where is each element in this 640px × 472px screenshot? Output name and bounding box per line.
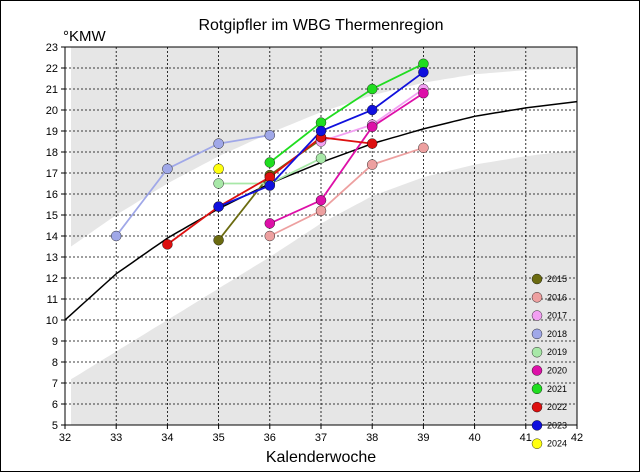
y-tick-label: 21 [46,84,58,96]
y-tick-label: 7 [52,378,58,390]
legend-marker-2020 [531,365,543,376]
optimum-band [65,68,577,383]
legend-marker-2019 [531,347,543,358]
y-tick-label: 9 [52,336,58,348]
legend-marker-2024 [531,438,543,449]
legend-label-2018: 2018 [547,329,567,339]
y-tick-label: 11 [47,294,58,306]
legend-label-2022: 2022 [547,402,567,412]
y-tick-label: 15 [46,210,58,222]
data-point-2023 [315,125,327,137]
series-line-2021 [269,62,424,164]
x-tick-label: 39 [417,432,429,444]
legend-label-2023: 2023 [547,420,567,430]
data-point-2015 [213,234,224,246]
data-point-2023 [418,66,429,78]
x-tick-label: 34 [161,432,173,444]
data-point-2018 [213,138,224,149]
x-tick-label: 41 [520,432,532,444]
data-point-2020 [367,121,378,133]
legend-marker-2015 [531,273,543,285]
data-point-2021 [264,157,275,168]
legend-marker-2017 [531,310,543,321]
data-point-2020 [315,195,327,206]
data-point-2018 [162,163,173,175]
data-point-2022 [367,138,378,149]
legend-label-2020: 2020 [547,366,567,376]
y-tick-label: 8 [52,357,58,369]
data-point-2016 [367,159,378,170]
data-point-2020 [264,218,275,229]
y-tick-label: 12 [46,273,58,285]
data-point-2016 [264,230,275,242]
legend-marker-2021 [531,383,543,394]
y-tick-label: 6 [52,399,58,411]
data-point-2021 [367,83,378,95]
y-tick-label: 19 [46,126,58,138]
data-point-2020 [418,87,429,99]
x-tick-label: 32 [59,432,71,444]
chart-title: Rotgipfler im WBG Thermenregion [198,17,443,34]
y-tick-label: 18 [46,147,58,159]
legend-label-2015: 2015 [547,274,567,284]
data-point-2018 [264,129,275,141]
data-point-2019 [315,153,327,164]
legend-label-2024: 2024 [547,439,567,449]
x-tick-label: 36 [264,432,276,444]
x-tick-label: 35 [212,432,224,444]
data-point-2024 [213,163,224,175]
y-tick-label: 16 [46,189,58,201]
x-tick-label: 37 [315,432,327,444]
x-tick-label: 38 [366,432,378,444]
x-tick-label: 42 [571,432,583,444]
plot-margin-strip [65,47,71,425]
y-tick-label: 10 [46,315,58,327]
data-point-2023 [213,201,224,212]
data-point-2018 [110,230,122,242]
y-axis-label: °KMW [63,28,106,45]
y-tick-label: 14 [46,231,58,243]
y-tick-label: 5 [52,420,58,432]
series-line-2016 [269,146,424,237]
data-point-2016 [315,205,327,217]
y-tick-label: 22 [46,63,58,75]
x-axis-label: Kalenderwoche [266,449,376,466]
y-tick-label: 20 [46,105,58,117]
legend-marker-2023 [531,420,543,431]
data-point-2016 [418,142,429,154]
y-tick-label: 17 [46,168,58,180]
data-point-2023 [367,104,378,116]
x-tick-label: 33 [110,432,122,444]
series-line-2020 [269,92,424,225]
y-tick-label: 13 [46,252,58,264]
data-point-2023 [264,180,275,191]
legend-label-2017: 2017 [547,311,567,321]
data-point-2019 [213,178,224,189]
legend-label-2021: 2021 [547,384,567,394]
series-layer [65,58,577,321]
y-tick-label: 23 [46,42,58,54]
legend-marker-2022 [531,401,543,413]
legend-label-2016: 2016 [547,292,567,302]
series-line-2018 [115,134,270,237]
x-tick-label: 40 [468,432,480,444]
legend-label-2019: 2019 [547,347,567,357]
legend-marker-2016 [531,292,543,303]
data-point-2022 [162,239,173,250]
legend-marker-2018 [531,328,543,340]
legend: 2015 2016 2017 2018 2019 2020 2021 2022 2023 2024 [531,273,567,449]
